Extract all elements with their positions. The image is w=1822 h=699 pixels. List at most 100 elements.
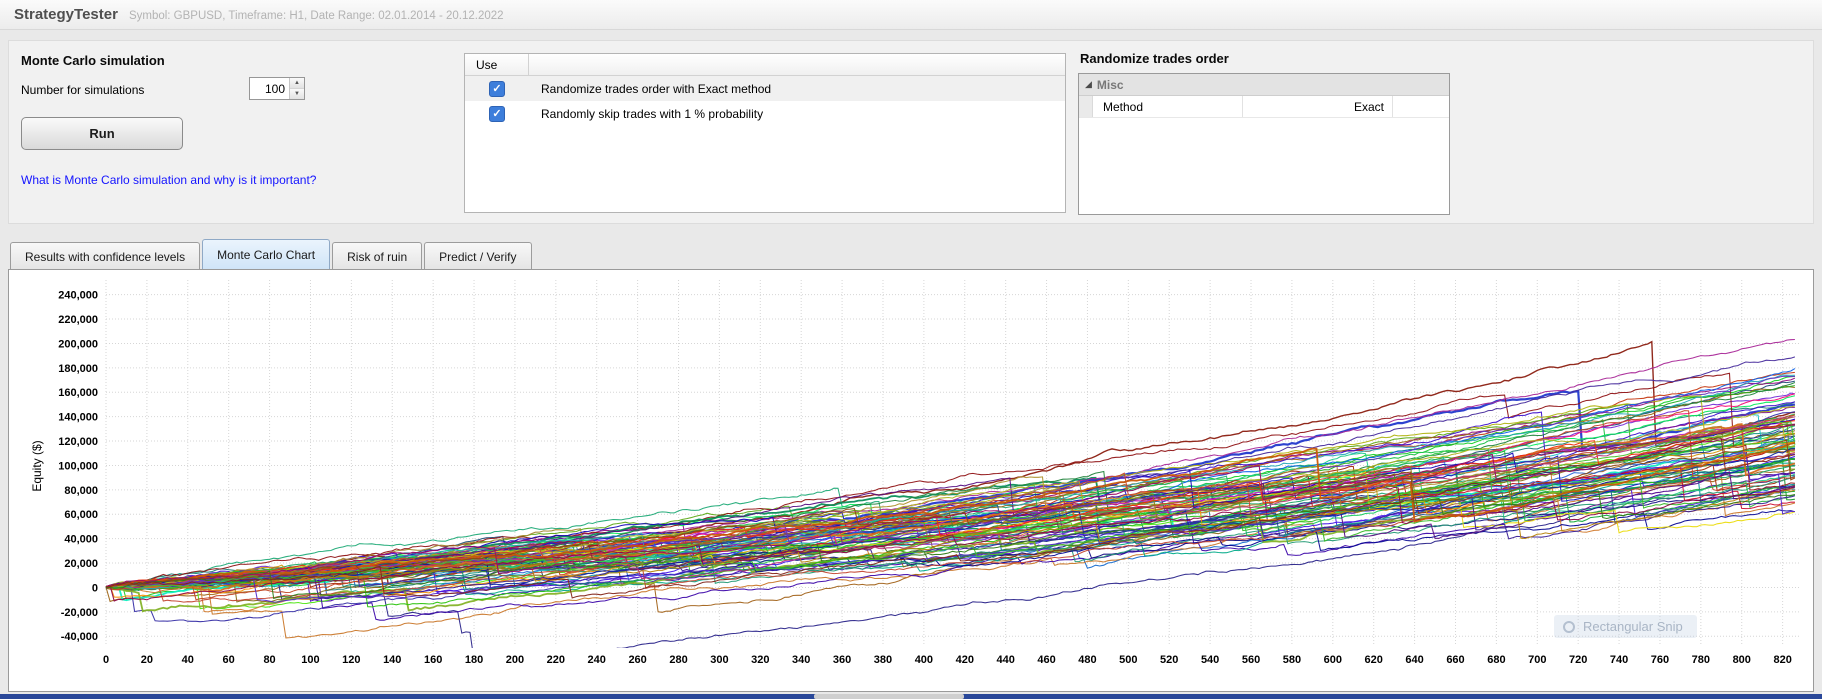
svg-text:420: 420 xyxy=(956,654,974,666)
stepper-down-icon[interactable]: ▼ xyxy=(290,88,304,99)
randomize-panel: Randomize trades order ◢ Misc Method Exa… xyxy=(1078,49,1450,219)
tab-risk-of-ruin[interactable]: Risk of ruin xyxy=(332,242,423,270)
simulations-count-label: Number for simulations xyxy=(21,83,145,97)
svg-text:520: 520 xyxy=(1160,654,1178,666)
tab-predict-verify[interactable]: Predict / Verify xyxy=(424,242,532,270)
svg-text:620: 620 xyxy=(1365,654,1383,666)
svg-text:780: 780 xyxy=(1692,654,1710,666)
svg-text:300: 300 xyxy=(710,654,728,666)
tab-bar: Results with confidence levels Monte Car… xyxy=(10,239,534,270)
monte-carlo-help-link[interactable]: What is Monte Carlo simulation and why i… xyxy=(21,173,317,187)
snip-mode-icon xyxy=(1563,620,1575,633)
property-category-misc[interactable]: ◢ Misc xyxy=(1079,74,1449,96)
svg-text:460: 460 xyxy=(1037,654,1055,666)
svg-text:200,000: 200,000 xyxy=(58,338,98,350)
svg-text:140: 140 xyxy=(383,654,401,666)
svg-text:440: 440 xyxy=(996,654,1014,666)
run-button[interactable]: Run xyxy=(21,117,183,150)
bottom-scrollbar-thumb xyxy=(814,694,964,699)
svg-text:40,000: 40,000 xyxy=(64,534,98,546)
option-row-randomize-order[interactable]: ✓ Randomize trades order with Exact meth… xyxy=(465,76,1065,101)
option-label: Randomize trades order with Exact method xyxy=(541,81,772,96)
svg-text:100,000: 100,000 xyxy=(58,460,98,472)
svg-text:700: 700 xyxy=(1528,654,1546,666)
svg-text:720: 720 xyxy=(1569,654,1587,666)
category-expander-icon[interactable]: ◢ xyxy=(1085,79,1092,89)
simulation-panel-title: Monte Carlo simulation xyxy=(21,53,165,68)
svg-text:340: 340 xyxy=(792,654,810,666)
rectangular-snip-button[interactable]: Rectangular Snip xyxy=(1554,615,1697,638)
svg-text:160: 160 xyxy=(424,654,442,666)
svg-text:140,000: 140,000 xyxy=(58,412,98,424)
svg-text:680: 680 xyxy=(1487,654,1505,666)
app-subtitle: Symbol: GBPUSD, Timeframe: H1, Date Rang… xyxy=(128,9,504,22)
property-name: Method xyxy=(1093,96,1243,117)
svg-text:-40,000: -40,000 xyxy=(61,631,98,643)
svg-text:240,000: 240,000 xyxy=(58,290,98,302)
property-grid-empty-area xyxy=(1079,118,1449,214)
svg-text:20,000: 20,000 xyxy=(64,558,98,570)
randomize-order-checkbox[interactable]: ✓ xyxy=(489,80,505,97)
tab-results-with-confidence-levels[interactable]: Results with confidence levels xyxy=(10,242,201,270)
tab-monte-carlo-chart[interactable]: Monte Carlo Chart xyxy=(202,239,331,270)
options-table: Use ✓ Randomize trades order with Exact … xyxy=(464,53,1066,213)
svg-text:60,000: 60,000 xyxy=(64,509,98,521)
svg-text:0: 0 xyxy=(92,582,98,594)
skip-trades-checkbox[interactable]: ✓ xyxy=(489,105,505,122)
svg-text:180,000: 180,000 xyxy=(58,363,98,375)
svg-text:320: 320 xyxy=(751,654,769,666)
svg-text:500: 500 xyxy=(1119,654,1137,666)
svg-text:640: 640 xyxy=(1405,654,1423,666)
property-row-method[interactable]: Method Exact xyxy=(1079,96,1449,118)
svg-text:220: 220 xyxy=(547,654,565,666)
svg-text:0: 0 xyxy=(103,654,109,666)
stepper-up-icon[interactable]: ▲ xyxy=(290,78,304,88)
svg-text:120: 120 xyxy=(342,654,360,666)
use-column-header[interactable]: Use xyxy=(465,54,529,75)
controls-panel: Monte Carlo simulation Number for simula… xyxy=(8,40,1814,224)
svg-text:580: 580 xyxy=(1283,654,1301,666)
option-row-skip-trades[interactable]: ✓ Randomly skip trades with 1 % probabil… xyxy=(465,101,1065,126)
app-title: StrategyTester xyxy=(14,6,118,23)
svg-text:120,000: 120,000 xyxy=(58,436,98,448)
svg-text:40: 40 xyxy=(182,654,194,666)
svg-text:480: 480 xyxy=(1078,654,1096,666)
monte-carlo-chart-panel: 0 20 40 60 80 100 120 140 160 180 200 220 240 260 280 3… xyxy=(8,269,1814,692)
property-gutter xyxy=(1079,96,1093,117)
svg-text:760: 760 xyxy=(1651,654,1669,666)
property-value-method[interactable]: Exact xyxy=(1243,96,1393,117)
checkbox-cell: ✓ xyxy=(465,80,529,97)
svg-text:240: 240 xyxy=(588,654,606,666)
option-label: Randomly skip trades with 1 % probabilit… xyxy=(541,106,764,121)
svg-text:220,000: 220,000 xyxy=(58,314,98,326)
svg-text:820: 820 xyxy=(1773,654,1791,666)
y-axis-label: Equity ($) xyxy=(30,440,44,492)
options-column-header-spacer xyxy=(529,54,1065,75)
svg-text:-20,000: -20,000 xyxy=(61,607,98,619)
svg-text:100: 100 xyxy=(301,654,319,666)
equity-curves-chart: 0 20 40 60 80 100 120 140 160 180 200 220 240 260 280 3… xyxy=(9,270,1813,691)
svg-text:60: 60 xyxy=(223,654,235,666)
svg-text:400: 400 xyxy=(915,654,933,666)
svg-text:740: 740 xyxy=(1610,654,1628,666)
svg-text:180: 180 xyxy=(465,654,483,666)
stepper-buttons: ▲ ▼ xyxy=(289,78,304,99)
svg-text:260: 260 xyxy=(628,654,646,666)
svg-text:560: 560 xyxy=(1242,654,1260,666)
category-label: Misc xyxy=(1096,77,1124,92)
svg-text:80: 80 xyxy=(263,654,275,666)
options-table-header: Use xyxy=(465,54,1065,76)
property-row-spacer xyxy=(1393,96,1449,117)
svg-text:380: 380 xyxy=(874,654,892,666)
simulations-count-input[interactable] xyxy=(250,78,289,99)
simulations-count-stepper[interactable]: ▲ ▼ xyxy=(249,77,305,100)
bottom-window-edge xyxy=(0,694,1822,699)
snip-mode-label: Rectangular Snip xyxy=(1583,619,1683,634)
svg-text:280: 280 xyxy=(669,654,687,666)
randomize-panel-title: Randomize trades order xyxy=(1080,51,1229,66)
svg-text:800: 800 xyxy=(1733,654,1751,666)
svg-text:80,000: 80,000 xyxy=(64,485,98,497)
svg-text:540: 540 xyxy=(1201,654,1219,666)
svg-text:200: 200 xyxy=(506,654,524,666)
